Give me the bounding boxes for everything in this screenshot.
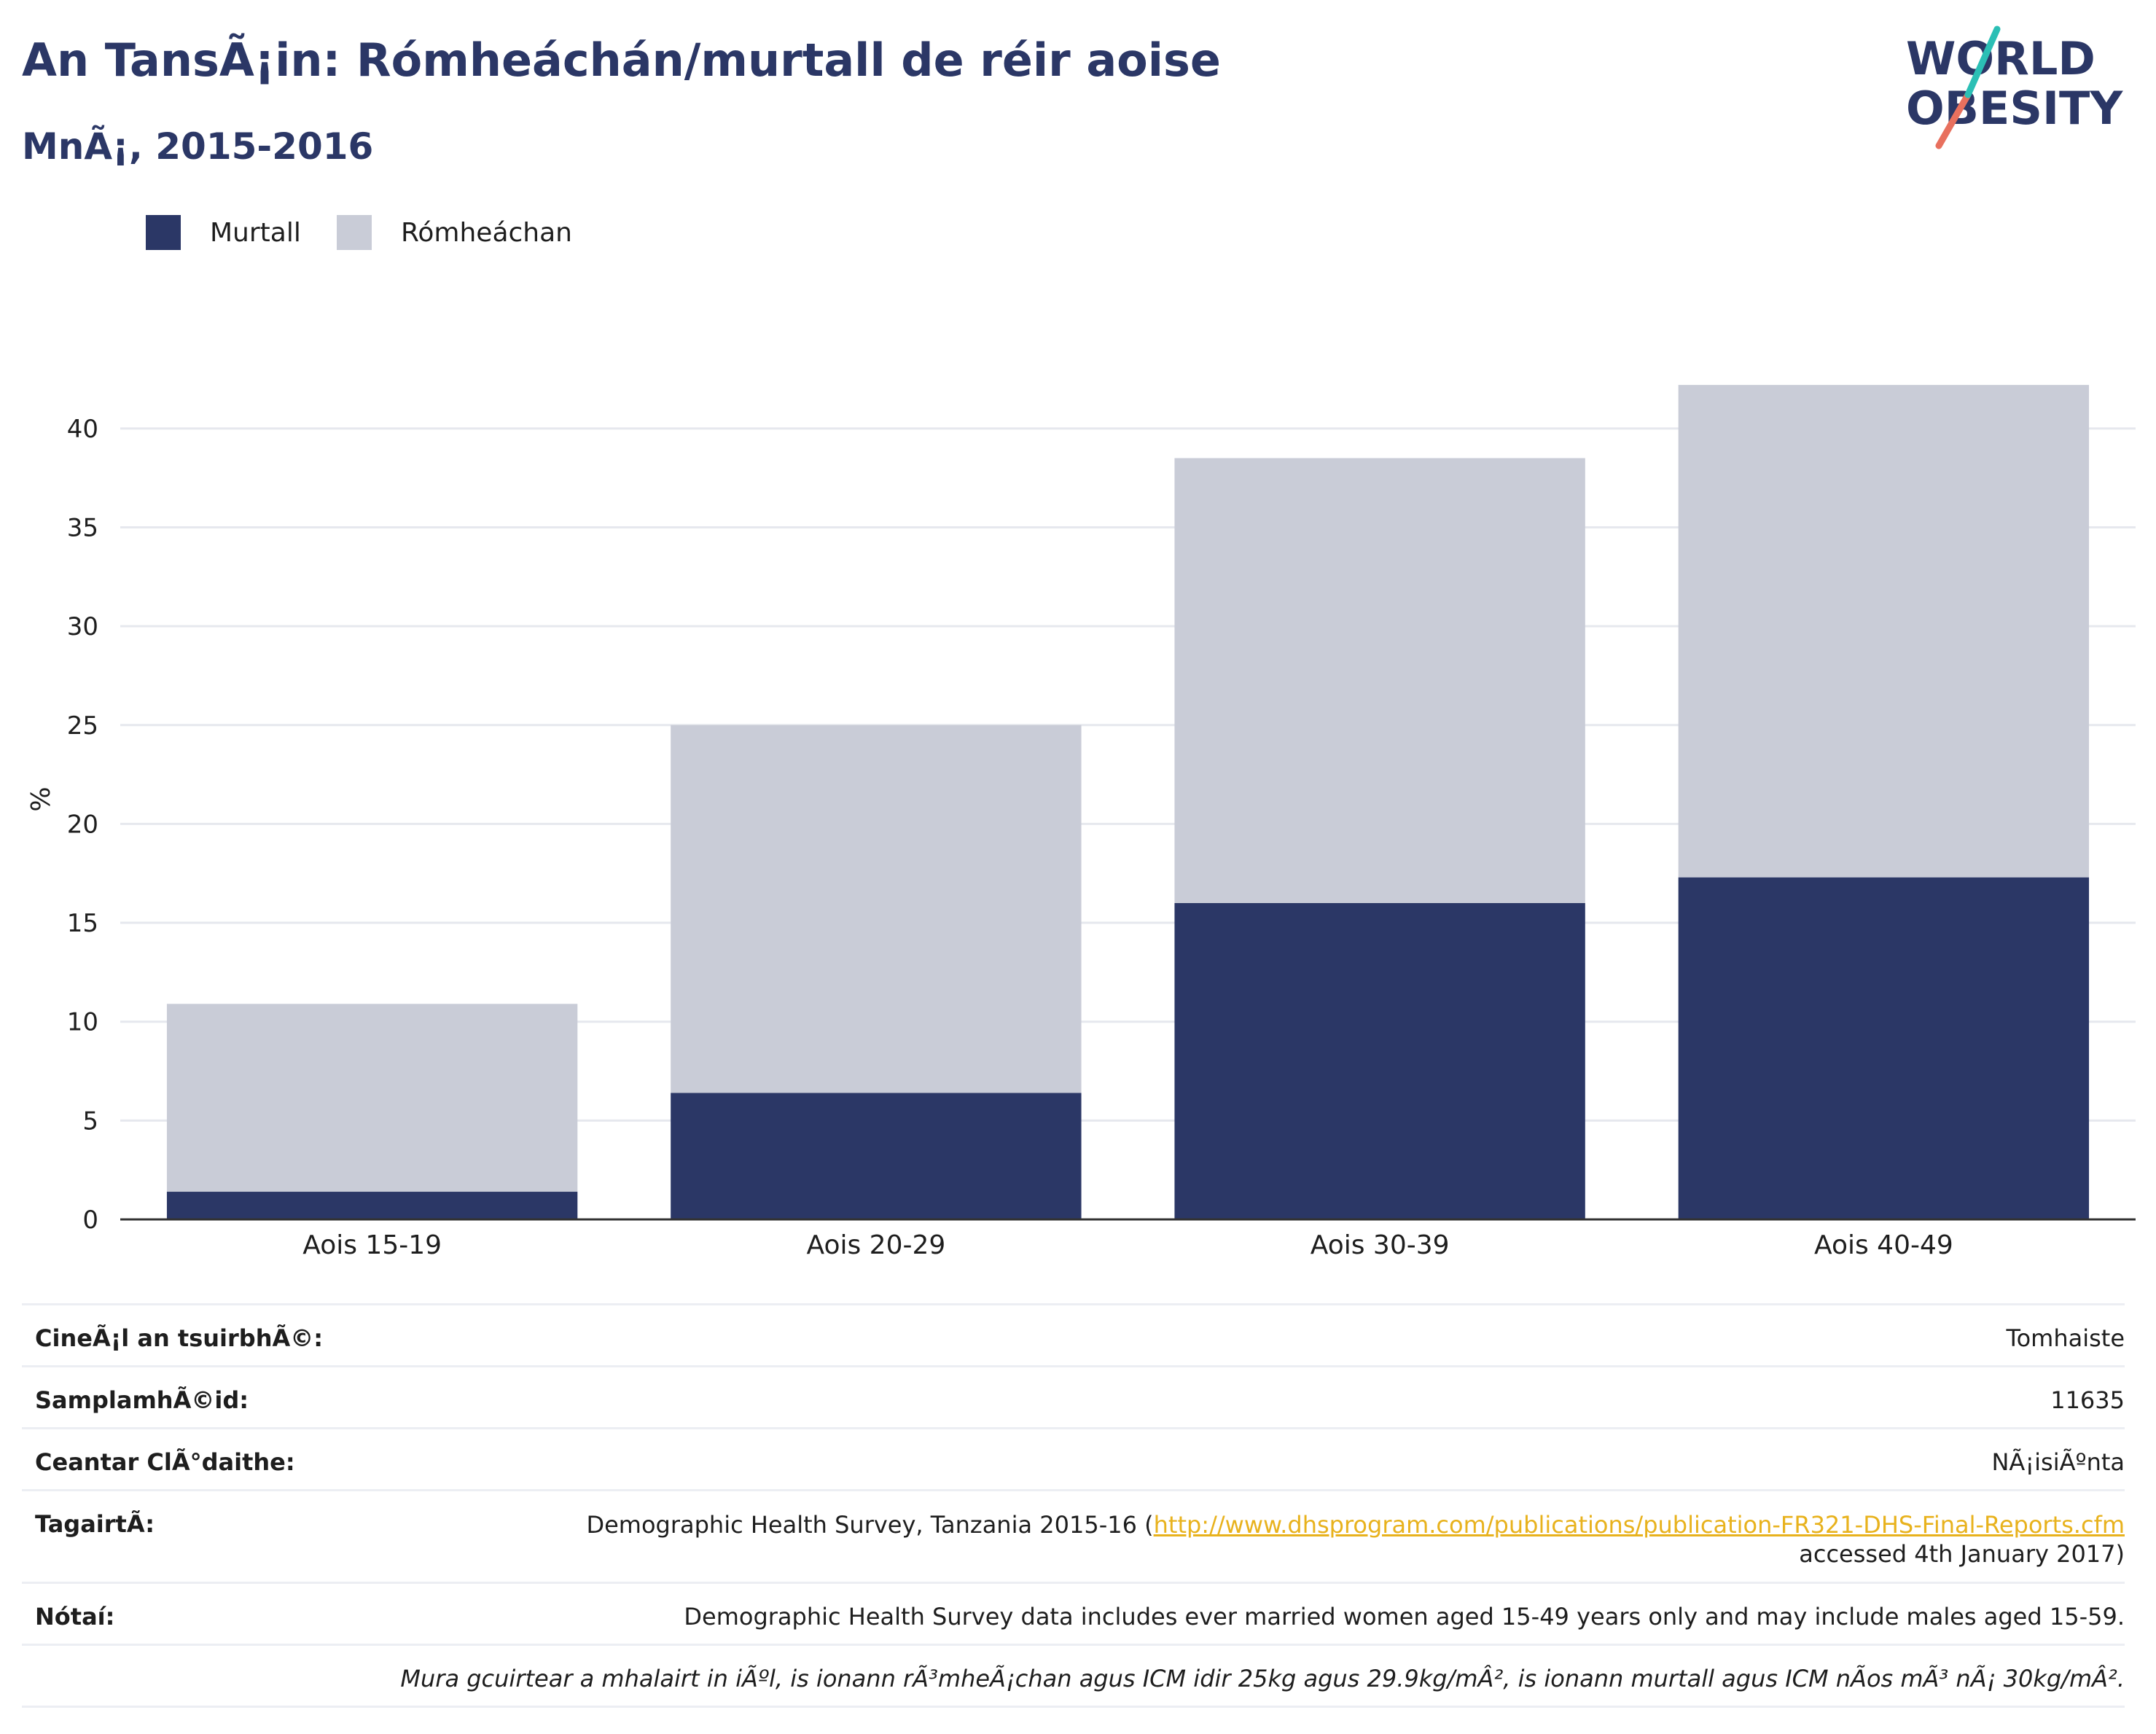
bar-romheachan bbox=[671, 725, 1082, 1093]
area-value: NÃ¡isiÃºnta bbox=[1991, 1448, 2125, 1476]
bar-murtall bbox=[1678, 877, 2090, 1219]
legend-swatch-murtall bbox=[146, 215, 181, 250]
stacked-bar-chart: 0 5 10 15 20 25 30 35 40% Aois 15-19 Aois 20-29 Aoi… bbox=[26, 385, 2136, 1260]
survey-type-label: CineÃ¡l an tsuirbhÃ©: bbox=[35, 1324, 324, 1352]
notes-value: Demographic Health Survey data includes … bbox=[684, 1603, 2125, 1630]
reference-accessed: accessed 4th January 2017) bbox=[1799, 1540, 2125, 1568]
legend-label-murtall: Murtall bbox=[210, 217, 301, 248]
bar-murtall bbox=[1174, 902, 1585, 1219]
logo-word-world: WORLD bbox=[1906, 32, 2096, 85]
legend-item-romheachan: Rómheáchan bbox=[337, 215, 572, 250]
y-tick-label: 5 bbox=[82, 1106, 98, 1136]
info-row-survey-type: CineÃ¡l an tsuirbhÃ©: Tomhaiste bbox=[22, 1303, 2125, 1365]
notes-label: Nótaí: bbox=[35, 1603, 115, 1630]
y-axis-label: % bbox=[26, 786, 56, 811]
y-tick-label: 25 bbox=[67, 711, 98, 741]
legend-item-murtall: Murtall bbox=[146, 215, 301, 250]
y-tick-label: 15 bbox=[67, 909, 98, 938]
x-tick-label: Aois 20-29 bbox=[806, 1230, 945, 1260]
reference-label: TagairtÃ: bbox=[35, 1510, 155, 1538]
x-tick-label: Aois 40-49 bbox=[1814, 1230, 1953, 1260]
y-tick-label: 0 bbox=[82, 1206, 98, 1235]
reference-text: Demographic Health Survey, Tanzania 2015… bbox=[586, 1511, 1154, 1539]
info-row-sample-size: SamplamhÃ©id: 11635 bbox=[22, 1365, 2125, 1427]
bar-romheachan bbox=[166, 1004, 578, 1192]
area-label: Ceantar ClÃ°daithe: bbox=[35, 1448, 295, 1476]
y-tick-label: 10 bbox=[67, 1008, 98, 1037]
definition-text: Mura gcuirtear a mhalairt in iÃºl, is io… bbox=[400, 1665, 2125, 1692]
y-tick-label: 20 bbox=[67, 810, 98, 839]
sample-size-label: SamplamhÃ©id: bbox=[35, 1386, 249, 1414]
world-obesity-logo: WORLD OBESITY bbox=[1906, 26, 2123, 149]
x-tick-label: Aois 30-39 bbox=[1311, 1230, 1450, 1260]
y-tick-label: 30 bbox=[67, 612, 98, 641]
chart-title: An TansÃ¡in: Rómheáchán/murtall de réir … bbox=[22, 34, 1221, 87]
info-row-notes: Nótaí: Demographic Health Survey data in… bbox=[22, 1582, 2125, 1644]
x-tick-label: Aois 15-19 bbox=[302, 1230, 442, 1260]
survey-info-table: CineÃ¡l an tsuirbhÃ©: Tomhaiste Samplamh… bbox=[22, 1303, 2125, 1708]
info-row-reference: TagairtÃ: Demographic Health Survey, Tan… bbox=[22, 1489, 2125, 1582]
sample-size-value: 11635 bbox=[2050, 1386, 2125, 1414]
reference-value: Demographic Health Survey, Tanzania 2015… bbox=[586, 1510, 2125, 1569]
y-tick-label: 35 bbox=[67, 513, 98, 542]
y-tick-label: 40 bbox=[67, 415, 98, 444]
bar-murtall bbox=[671, 1093, 1082, 1219]
bar-murtall bbox=[166, 1192, 578, 1219]
survey-type-value: Tomhaiste bbox=[2006, 1324, 2125, 1352]
info-row-area: Ceantar ClÃ°daithe: NÃ¡isiÃºnta bbox=[22, 1427, 2125, 1489]
chart-subtitle: MnÃ¡, 2015-2016 bbox=[22, 125, 374, 168]
bar-romheachan bbox=[1678, 385, 2090, 878]
reference-link[interactable]: http://www.dhsprogram.com/publications/p… bbox=[1153, 1511, 2125, 1539]
logo-word-obesity: OBESITY bbox=[1906, 82, 2123, 135]
info-row-definition: Mura gcuirtear a mhalairt in iÃºl, is io… bbox=[22, 1644, 2125, 1708]
legend-label-romheachan: Rómheáchan bbox=[401, 217, 573, 248]
bar-romheachan bbox=[1174, 458, 1585, 903]
legend-swatch-romheachan bbox=[337, 215, 372, 250]
